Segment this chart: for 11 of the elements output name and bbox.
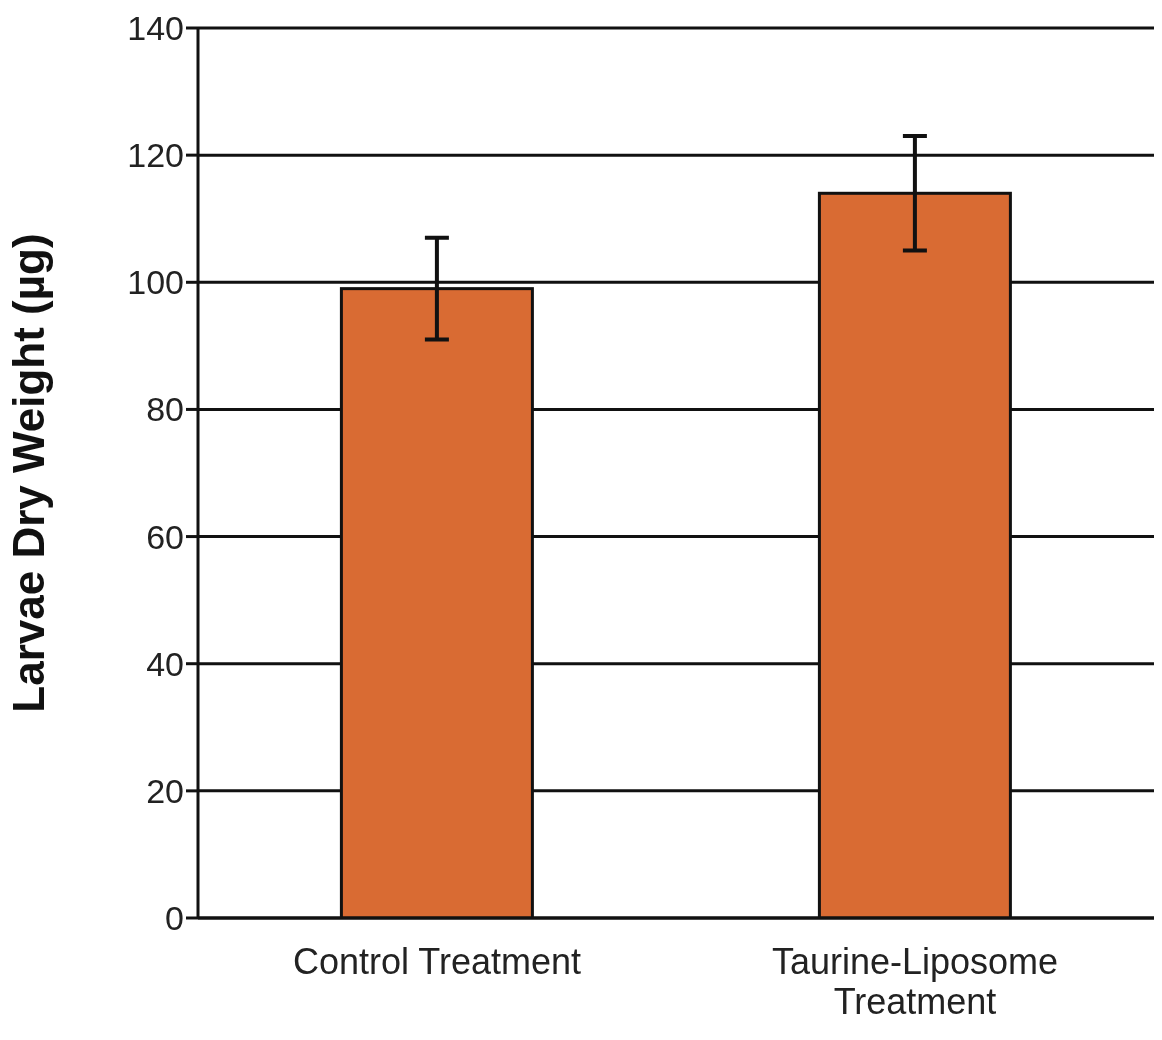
x-tick-label: Control Treatment <box>292 941 582 982</box>
y-tick-label: 140 <box>127 9 184 48</box>
y-tick-label: 100 <box>127 263 184 302</box>
y-tick-label: 20 <box>146 771 184 810</box>
x-tick-label: Taurine-Liposome Treatment <box>771 941 1059 1022</box>
y-tick-label: 0 <box>165 899 184 938</box>
y-tick-label: 80 <box>146 390 184 429</box>
y-tick-label: 120 <box>127 136 184 175</box>
y-axis-title: Larvae Dry Weight (µg) <box>3 233 53 713</box>
y-tick-label: 40 <box>146 644 184 683</box>
y-tick-label: 60 <box>146 517 184 556</box>
